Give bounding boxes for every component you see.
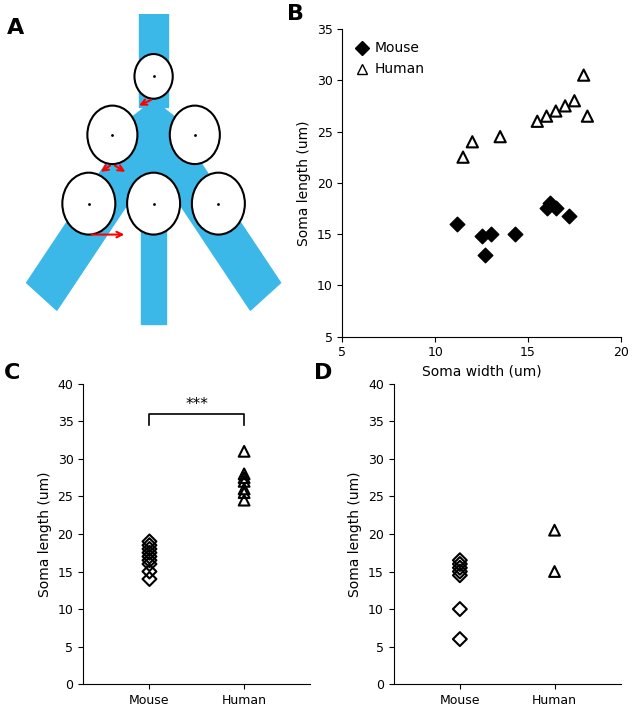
Point	[455, 562, 465, 573]
Point	[145, 543, 155, 555]
Point	[495, 131, 506, 143]
Polygon shape	[109, 101, 198, 176]
Circle shape	[88, 106, 138, 164]
Point	[550, 105, 561, 117]
Point	[486, 228, 496, 240]
Point	[452, 218, 463, 230]
Point	[545, 198, 556, 209]
Circle shape	[192, 173, 245, 235]
Circle shape	[134, 54, 173, 98]
Point	[239, 445, 249, 457]
Text: ***: ***	[186, 397, 208, 411]
Point	[239, 483, 249, 494]
Point	[145, 573, 155, 585]
Point	[239, 472, 249, 484]
Y-axis label: Soma length (um): Soma length (um)	[297, 120, 311, 245]
Point	[541, 110, 552, 122]
Text: A: A	[6, 18, 24, 38]
Point	[582, 110, 593, 122]
Point	[145, 565, 155, 577]
Polygon shape	[27, 128, 160, 310]
Circle shape	[127, 173, 180, 235]
Circle shape	[170, 106, 220, 164]
Text: D: D	[314, 363, 332, 383]
Point	[570, 95, 580, 106]
Point	[145, 539, 155, 551]
Point	[455, 570, 465, 581]
Point	[560, 100, 570, 111]
Point	[579, 70, 589, 81]
Circle shape	[62, 173, 115, 235]
Point	[510, 228, 520, 240]
Polygon shape	[147, 128, 280, 310]
Polygon shape	[139, 4, 168, 107]
Point	[549, 524, 559, 536]
Point	[455, 634, 465, 645]
Point	[455, 565, 465, 577]
Point	[145, 547, 155, 558]
Point	[239, 476, 249, 487]
Point	[145, 551, 155, 563]
Point	[458, 151, 468, 163]
Point	[239, 494, 249, 506]
Point	[145, 555, 155, 566]
Point	[541, 203, 552, 214]
Point	[455, 558, 465, 570]
Point	[455, 603, 465, 615]
Legend: Mouse, Human: Mouse, Human	[349, 36, 430, 82]
Y-axis label: Soma length (um): Soma length (um)	[38, 471, 52, 597]
Point	[239, 487, 249, 498]
Polygon shape	[141, 142, 166, 324]
Point	[455, 555, 465, 566]
Point	[476, 230, 487, 242]
Y-axis label: Soma length (um): Soma length (um)	[348, 471, 362, 597]
Point	[550, 203, 561, 214]
X-axis label: Soma width (um): Soma width (um)	[422, 365, 541, 379]
Point	[467, 136, 477, 148]
Point	[145, 558, 155, 570]
Point	[564, 210, 574, 222]
Text: C: C	[4, 363, 20, 383]
Point	[532, 115, 543, 127]
Point	[549, 565, 559, 577]
Point	[145, 536, 155, 547]
Text: B: B	[287, 4, 304, 25]
Point	[480, 249, 490, 261]
Point	[239, 468, 249, 480]
